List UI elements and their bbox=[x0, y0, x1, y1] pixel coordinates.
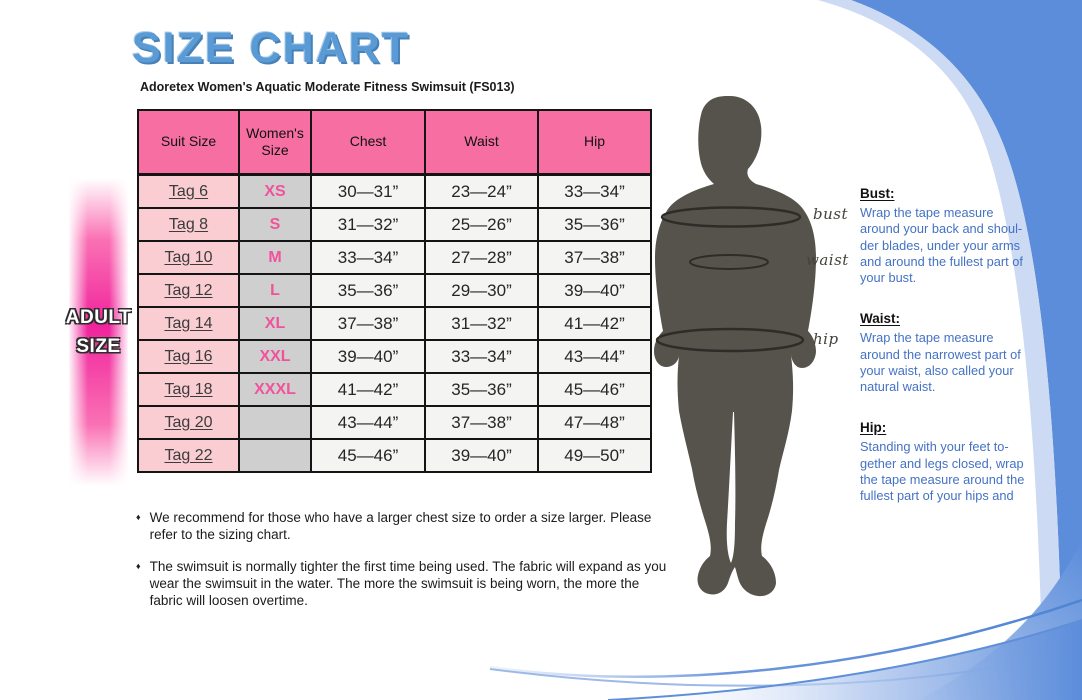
banner-line-2: SIZE bbox=[76, 335, 121, 357]
table-row: Tag 10 M 33—34” 27—28” 37—38” bbox=[137, 240, 652, 275]
guide-waist: Waist: Wrap the tape measure around the … bbox=[860, 311, 1056, 395]
waist-label: waist bbox=[806, 251, 849, 269]
chest-cell: 43—44” bbox=[310, 405, 426, 440]
tag-cell: Tag 18 bbox=[137, 372, 240, 407]
chest-cell: 33—34” bbox=[310, 240, 426, 275]
tag-cell: Tag 12 bbox=[137, 273, 240, 308]
guide-hip: Hip: Standing with your feet to- gether … bbox=[860, 420, 1056, 504]
tag-cell: Tag 10 bbox=[137, 240, 240, 275]
chest-cell: 45—46” bbox=[310, 438, 426, 473]
waist-cell: 31—32” bbox=[424, 306, 539, 341]
size-table: Suit Size Women's Size Chest Waist Hip T… bbox=[137, 109, 652, 473]
header-suit-size: Suit Size bbox=[137, 109, 240, 176]
hip-cell: 39—40” bbox=[537, 273, 652, 308]
notes-list: ♦ We recommend for those who have a larg… bbox=[133, 509, 678, 624]
adult-size-banner: ADULT SIZE bbox=[65, 178, 132, 486]
chest-cell: 39—40” bbox=[310, 339, 426, 374]
waist-cell: 35—36” bbox=[424, 372, 539, 407]
list-item: ♦ We recommend for those who have a larg… bbox=[133, 509, 678, 543]
tag-cell: Tag 14 bbox=[137, 306, 240, 341]
corner-swoosh-lightband bbox=[818, 0, 1063, 700]
hip-cell: 49—50” bbox=[537, 438, 652, 473]
measuring-guide: Bust: Wrap the tape measure around your … bbox=[860, 186, 1056, 529]
tag-cell: Tag 20 bbox=[137, 405, 240, 440]
size-cell: L bbox=[238, 273, 312, 308]
chest-cell: 37—38” bbox=[310, 306, 426, 341]
tag-cell: Tag 16 bbox=[137, 339, 240, 374]
size-cell: XS bbox=[238, 173, 312, 209]
table-row: Tag 8 S 31—32” 25—26” 35—36” bbox=[137, 207, 652, 242]
guide-waist-text: Wrap the tape measure around the narrowe… bbox=[860, 330, 1021, 394]
hip-cell: 45—46” bbox=[537, 372, 652, 407]
size-cell: M bbox=[238, 240, 312, 275]
note-text: We recommend for those who have a larger… bbox=[149, 510, 652, 542]
chest-cell: 30—31” bbox=[310, 173, 426, 209]
waist-cell: 37—38” bbox=[424, 405, 539, 440]
chest-cell: 31—32” bbox=[310, 207, 426, 242]
header-waist: Waist bbox=[424, 109, 539, 176]
header-womens-size: Women's Size bbox=[238, 109, 312, 176]
bottom-thin-swoosh-1 bbox=[489, 598, 1082, 678]
bottom-wedge-edge-line bbox=[607, 619, 1082, 700]
guide-waist-heading: Waist: bbox=[860, 311, 900, 327]
waist-cell: 27—28” bbox=[424, 240, 539, 275]
bottom-wedge-swoosh bbox=[608, 620, 1082, 700]
waist-ring bbox=[689, 254, 769, 270]
product-subtitle: Adoretex Women's Aquatic Moderate Fitnes… bbox=[140, 80, 515, 94]
waist-cell: 25—26” bbox=[424, 207, 539, 242]
guide-bust-text: Wrap the tape measure around your back a… bbox=[860, 205, 1023, 285]
bust-label: bust bbox=[813, 205, 848, 223]
corner-swoosh-solid bbox=[851, 0, 1082, 700]
hip-cell: 47—48” bbox=[537, 405, 652, 440]
list-item: ♦ The swimsuit is normally tighter the f… bbox=[133, 558, 678, 609]
size-cell: XL bbox=[238, 306, 312, 341]
size-cell: S bbox=[238, 207, 312, 242]
chest-cell: 41—42” bbox=[310, 372, 426, 407]
table-row: Tag 12 L 35—36” 29—30” 39—40” bbox=[137, 273, 652, 308]
table-header-row: Suit Size Women's Size Chest Waist Hip bbox=[137, 109, 652, 176]
tag-cell: Tag 22 bbox=[137, 438, 240, 473]
hip-cell: 35—36” bbox=[537, 207, 652, 242]
silhouette-leg-gap bbox=[726, 412, 736, 563]
table-row: Tag 16 XXL 39—40” 33—34” 43—44” bbox=[137, 339, 652, 374]
table-row: Tag 6 XS 30—31” 23—24” 33—34” bbox=[137, 173, 652, 209]
note-text: The swimsuit is normally tighter the fir… bbox=[149, 559, 667, 608]
hip-cell: 37—38” bbox=[537, 240, 652, 275]
waist-cell: 23—24” bbox=[424, 173, 539, 209]
hip-ring bbox=[655, 327, 805, 353]
hip-label: hip bbox=[813, 330, 839, 348]
guide-bust: Bust: Wrap the tape measure around your … bbox=[860, 186, 1056, 286]
hip-cell: 33—34” bbox=[537, 173, 652, 209]
header-hip: Hip bbox=[537, 109, 652, 176]
banner-line-1: ADULT bbox=[65, 306, 132, 328]
diamond-bullet-icon: ♦ bbox=[136, 512, 141, 522]
guide-hip-heading: Hip: bbox=[860, 420, 887, 436]
diamond-bullet-icon: ♦ bbox=[136, 561, 141, 571]
waist-cell: 29—30” bbox=[424, 273, 539, 308]
tag-cell: Tag 8 bbox=[137, 207, 240, 242]
page-title: SIZE CHART bbox=[132, 24, 410, 72]
chest-cell: 35—36” bbox=[310, 273, 426, 308]
table-row: Tag 22 45—46” 39—40” 49—50” bbox=[137, 438, 652, 473]
table-row: Tag 20 43—44” 37—38” 47—48” bbox=[137, 405, 652, 440]
tag-cell: Tag 6 bbox=[137, 173, 240, 209]
guide-bust-heading: Bust: bbox=[860, 186, 895, 201]
size-cell bbox=[238, 438, 312, 473]
table-row: Tag 18 XXXL 41—42” 35—36” 45—46” bbox=[137, 372, 652, 407]
woman-silhouette bbox=[654, 95, 816, 597]
waist-cell: 33—34” bbox=[424, 339, 539, 374]
hip-cell: 41—42” bbox=[537, 306, 652, 341]
hip-cell: 43—44” bbox=[537, 339, 652, 374]
waist-cell: 39—40” bbox=[424, 438, 539, 473]
size-cell: XXXL bbox=[238, 372, 312, 407]
size-cell bbox=[238, 405, 312, 440]
header-chest: Chest bbox=[310, 109, 426, 176]
table-row: Tag 14 XL 37—38” 31—32” 41—42” bbox=[137, 306, 652, 341]
size-cell: XXL bbox=[238, 339, 312, 374]
bust-ring bbox=[660, 206, 802, 228]
guide-hip-text: Standing with your feet to- gether and l… bbox=[860, 439, 1025, 503]
